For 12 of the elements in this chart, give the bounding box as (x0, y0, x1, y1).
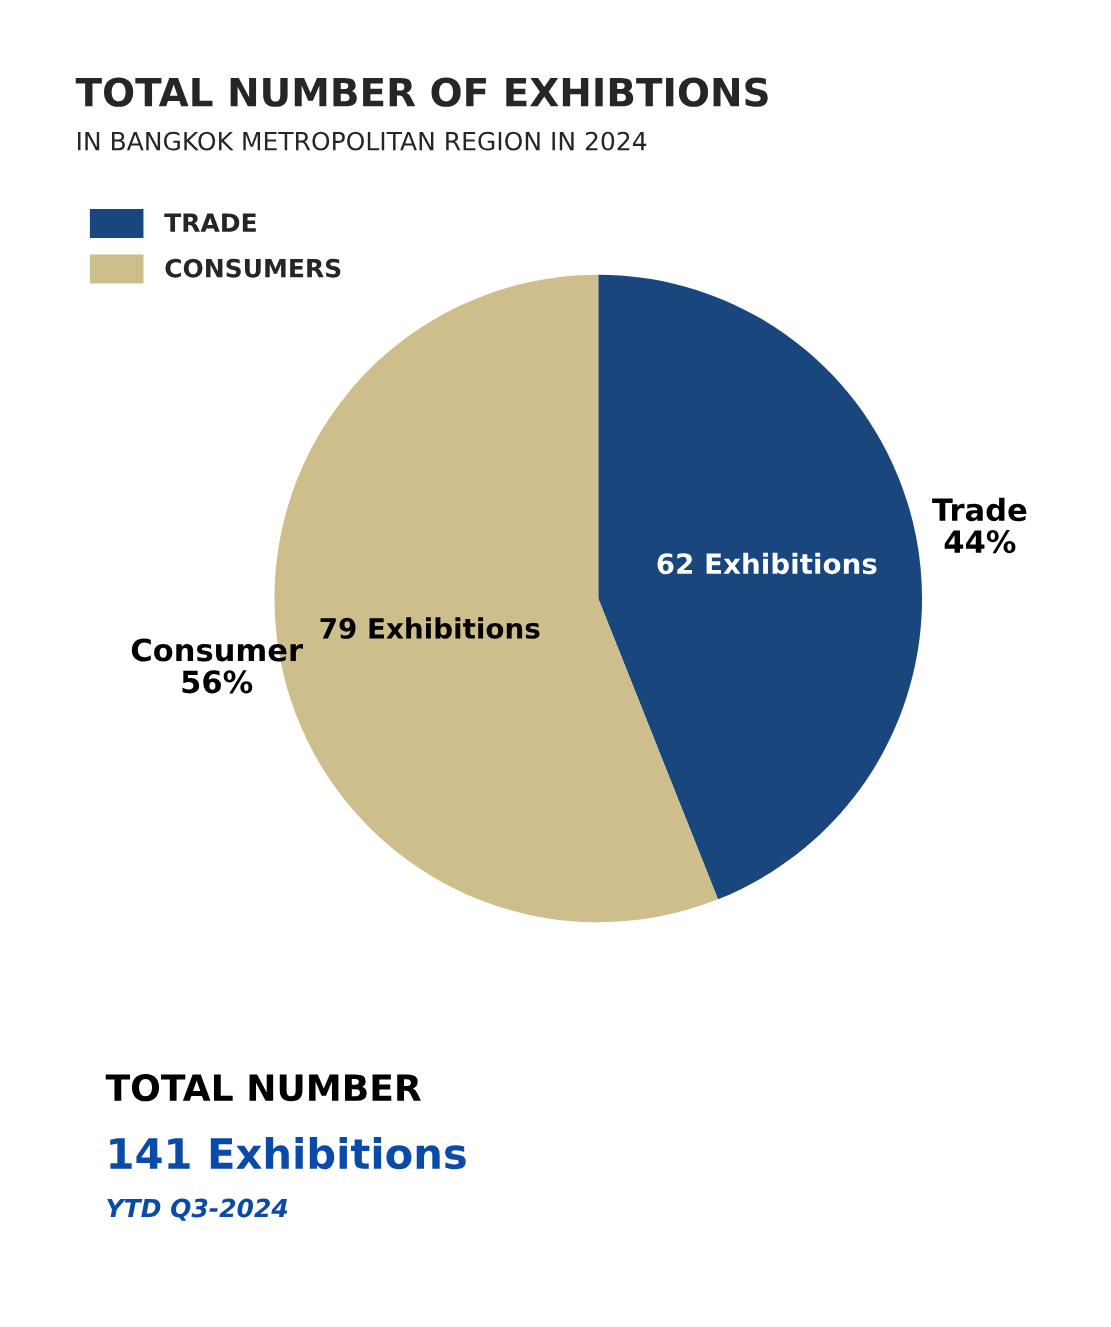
chart-subtitle: IN BANGKOK METROPOLITAN REGION IN 2024 (78, 131, 647, 151)
pie-slice (598, 274, 923, 900)
text: Trade 44% (932, 497, 1027, 554)
data-label: 79 Exhibitions (320, 617, 540, 639)
text: YTD Q3-2024 (107, 1198, 288, 1221)
legend-label: TRADE (164, 213, 256, 232)
chart-title: TOTAL NUMBER OF EXHIBTIONS (75, 77, 768, 107)
data-label: 62 Exhibitions (657, 552, 877, 575)
text: 141 Exhibitions (110, 1136, 466, 1170)
legend-label: CONSUMERS (165, 258, 341, 278)
text: TOTAL NUMBER (105, 1073, 421, 1102)
text: Consumer 56% (131, 638, 303, 694)
